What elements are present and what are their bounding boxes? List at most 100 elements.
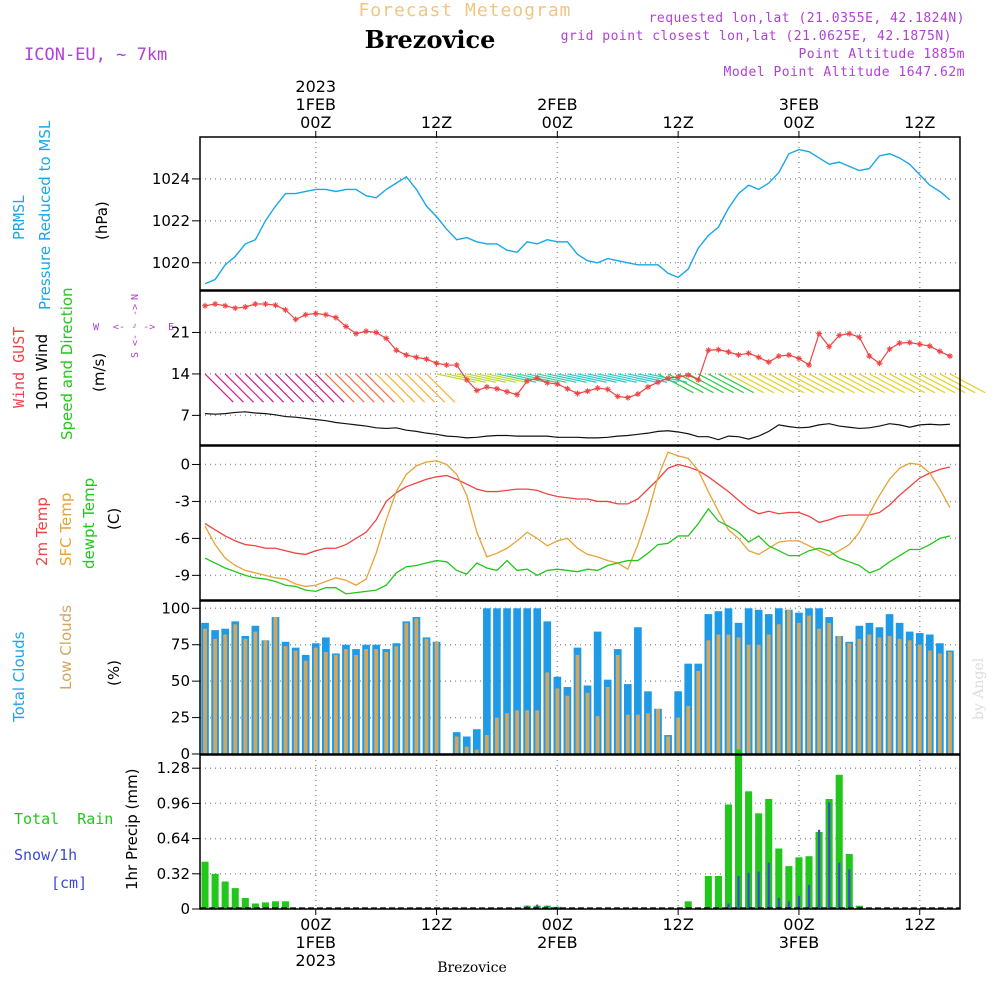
low-clouds-bar — [515, 710, 520, 754]
low-clouds-bar — [646, 713, 650, 754]
wind-arrow — [395, 373, 425, 403]
wind-arrow — [265, 373, 295, 403]
total-clouds-bar — [503, 608, 511, 754]
wind-gust-point — [554, 380, 561, 387]
wind-arrow — [557, 373, 597, 383]
snow-bar — [807, 884, 811, 909]
wind-arrow — [919, 373, 956, 394]
low-clouds-bar — [726, 634, 731, 754]
low-clouds-bar — [897, 638, 902, 754]
wind-gust-point — [896, 340, 903, 347]
y-tick-label: -6 — [175, 529, 190, 547]
wind-arrow — [889, 373, 926, 394]
temp-unit: (C) — [105, 508, 123, 530]
footer-location: Brezovice — [437, 960, 507, 976]
panel-frame-clouds — [199, 600, 961, 755]
snow-label: Snow/1h — [14, 846, 77, 864]
low-clouds-bar — [907, 640, 912, 754]
low-clouds-bar — [605, 686, 610, 754]
y-tick-label: 1.28 — [157, 759, 190, 777]
low-clouds-bar — [625, 714, 630, 754]
wind-gust-point — [574, 390, 581, 397]
y-tick-label: 75 — [171, 636, 190, 654]
wind-arrow — [405, 373, 436, 403]
low-clouds-bar — [927, 650, 932, 754]
panel-frame-wind — [199, 290, 961, 446]
wind-gust-point — [423, 356, 430, 363]
wind-arrow — [305, 373, 335, 403]
low-clouds-bar — [505, 713, 509, 754]
wind-gust-point — [252, 301, 259, 308]
low-clouds-bar — [746, 644, 751, 754]
rain-bar — [231, 888, 239, 909]
wind-dir-label: Speed and Direction — [58, 287, 76, 440]
temp-dewpt-label: dewpt Temp — [80, 478, 98, 569]
low-clouds-bar — [666, 736, 670, 754]
low-clouds-bar — [756, 644, 761, 754]
wind-arrow — [476, 373, 517, 383]
pressure-unit: (hPa) — [93, 201, 111, 240]
rain-bar — [201, 861, 209, 909]
wind-arrow — [204, 373, 234, 403]
wind-arrow — [748, 373, 785, 394]
low-clouds-bar — [434, 641, 439, 754]
wind-gust-point — [322, 311, 329, 318]
low-clouds-bar — [555, 688, 560, 754]
total-clouds-bar — [472, 729, 481, 754]
snow-bar — [767, 862, 770, 909]
wind-arrow — [697, 373, 734, 394]
credit-label: by Angel — [971, 657, 987, 720]
wind-arrow — [869, 373, 906, 394]
temp-2m-label: 2m Temp — [33, 497, 51, 566]
y-tick-label: -3 — [175, 492, 190, 510]
compass-north: N — [130, 294, 141, 300]
snow-bar — [848, 869, 851, 909]
wind-gust-point — [675, 373, 682, 380]
wind-gust-point — [292, 316, 299, 323]
wind-arrow — [506, 373, 547, 383]
wind-gust-point — [353, 330, 360, 337]
wind-gust-point — [634, 391, 641, 398]
rain-bar — [221, 881, 229, 909]
low-clouds-bar — [364, 649, 369, 754]
wind-arrow — [335, 373, 365, 403]
temp-sfc-line — [204, 451, 951, 588]
top-axis-label: 00Z — [300, 113, 331, 132]
top-axis-label: 3FEB — [779, 95, 819, 114]
wind-arrow — [708, 373, 744, 394]
wind-arrow — [949, 373, 986, 394]
wind-gust-point — [433, 360, 440, 367]
wind-gust-point — [614, 393, 621, 400]
rain-bar — [835, 774, 843, 909]
wind-gust-point — [886, 346, 893, 353]
wind-gust-point — [504, 388, 511, 395]
wind-gust-point — [453, 362, 460, 369]
wind-gust-point — [916, 341, 923, 348]
compass-rose: N W E S <- - -> <- - -> — [93, 294, 174, 358]
low-clouds-bar — [575, 654, 580, 754]
panel-frame-precip — [199, 754, 961, 910]
wind-arrow — [415, 373, 446, 403]
wind-arrow — [667, 373, 704, 394]
y-tick-label: 1022 — [152, 212, 190, 230]
wind-gust-point — [806, 362, 813, 369]
low-clouds-bar — [394, 646, 399, 754]
rain-bar — [755, 813, 763, 909]
wind-gust-point — [302, 311, 309, 318]
wind-gust-point — [312, 310, 319, 317]
snow-bar — [727, 903, 730, 909]
wind-gust-point — [695, 376, 702, 383]
rain-bar — [211, 873, 219, 909]
low-clouds-bar — [676, 717, 681, 754]
wind-arrow — [426, 373, 456, 403]
wind-arrow — [788, 373, 825, 394]
low-clouds-bar — [414, 618, 419, 754]
low-clouds-bar — [766, 634, 771, 754]
rain-bar — [735, 749, 743, 909]
snow-bar — [828, 802, 831, 909]
snow-bar — [737, 876, 740, 909]
wind-arrow — [677, 373, 714, 394]
bottom-axis-label: 00Z — [542, 915, 573, 934]
wind-gust-point — [413, 354, 420, 361]
